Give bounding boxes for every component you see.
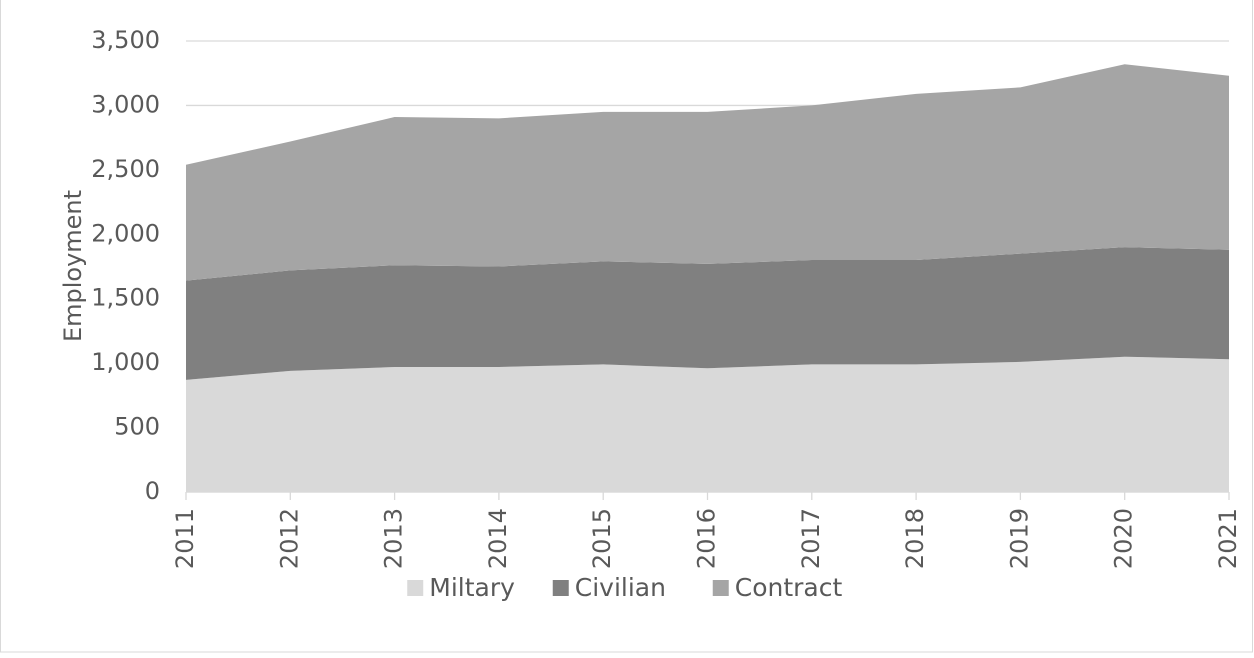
y-axis-label: Employment	[59, 190, 87, 342]
legend-swatch	[407, 580, 424, 596]
x-tick-label: 2015	[588, 508, 616, 569]
legend-swatch	[712, 580, 729, 596]
x-tick-label: 2017	[797, 508, 825, 569]
y-tick-label: 500	[114, 413, 160, 441]
legend-label: Civilian	[575, 573, 666, 602]
legend-swatch	[552, 580, 569, 596]
y-tick-label: 2,500	[91, 155, 160, 183]
x-tick-label: 2019	[1005, 508, 1033, 569]
y-tick-label: 3,000	[91, 90, 160, 118]
area	[186, 64, 1229, 281]
legend-label: Contract	[735, 573, 843, 602]
area	[186, 356, 1229, 492]
x-tick-label: 2018	[901, 508, 929, 569]
y-tick-label: 3,500	[91, 26, 160, 54]
x-tick-label: 2021	[1214, 508, 1242, 569]
y-tick-label: 1,000	[91, 348, 160, 376]
y-tick-label: 2,000	[91, 219, 160, 247]
x-tick-label: 2014	[484, 508, 512, 569]
area	[186, 247, 1229, 380]
legend-label: Miltary	[429, 573, 515, 602]
x-tick-label: 2011	[171, 508, 199, 569]
x-tick-label: 2016	[693, 508, 721, 569]
y-tick-label: 1,500	[91, 284, 160, 312]
x-tick-label: 2012	[275, 508, 303, 569]
x-tick-label: 2020	[1110, 508, 1138, 569]
y-tick-label: 0	[145, 477, 160, 505]
x-tick-label: 2013	[380, 508, 408, 569]
